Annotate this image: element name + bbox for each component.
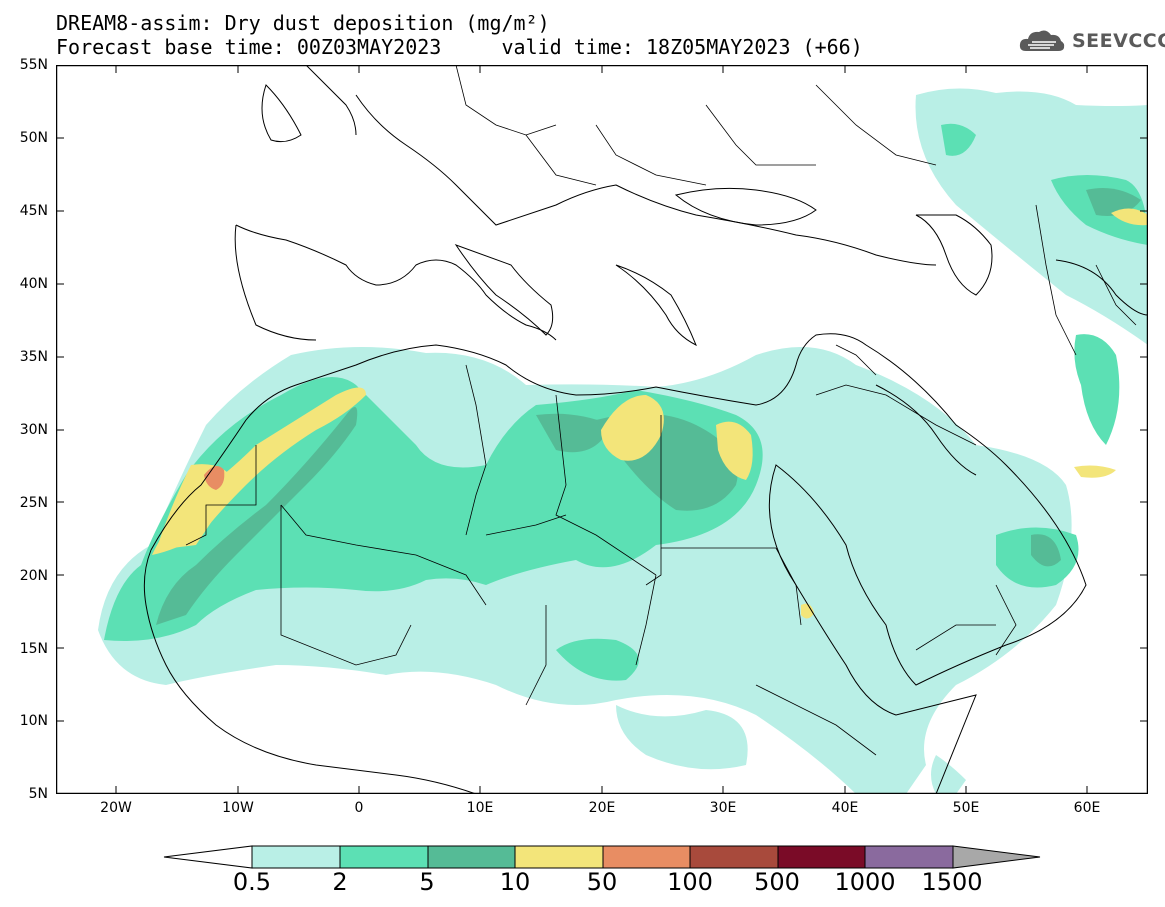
lon-label: 60E xyxy=(1073,800,1101,816)
seevccc-logo: SEEVCCC xyxy=(1018,26,1165,56)
deposition-field-50-100 xyxy=(204,466,225,490)
colorbar-bin xyxy=(251,845,341,869)
colorbar-below-arrow xyxy=(163,845,253,869)
colorbar-label: 50 xyxy=(586,868,618,896)
colorbar-label: 500 xyxy=(754,868,800,896)
colorbar-bin xyxy=(339,845,429,869)
colorbar-label: 100 xyxy=(667,868,713,896)
colorbar-bin xyxy=(427,845,516,869)
colorbar-bin xyxy=(514,845,604,869)
country-borders xyxy=(185,65,1137,756)
dust-deposition-map xyxy=(56,65,1148,794)
lat-label: 55N xyxy=(19,57,48,73)
lat-label: 15N xyxy=(19,641,48,657)
lat-label: 50N xyxy=(19,130,48,146)
colorbar-label: 1000 xyxy=(834,868,896,896)
lon-label: 20E xyxy=(588,800,616,816)
cloud-logo-icon xyxy=(1019,30,1065,51)
forecast-times: Forecast base time: 00Z03MAY2023 valid t… xyxy=(56,35,863,59)
lon-label: 50E xyxy=(952,800,980,816)
colorbar-label: 10 xyxy=(499,868,531,896)
frame-ticks xyxy=(56,65,1148,794)
lon-label: 10E xyxy=(466,800,494,816)
logo-text: SEEVCCC xyxy=(1072,30,1165,52)
colorbar-bin xyxy=(689,845,779,869)
colorbar-label: 2 xyxy=(332,868,348,896)
lon-label: 0 xyxy=(354,800,364,816)
lat-label: 5N xyxy=(28,786,48,802)
colorbar-bin xyxy=(777,845,866,869)
colorbar-bin xyxy=(602,845,691,869)
lat-label: 10N xyxy=(19,713,48,729)
colorbar-label: 1500 xyxy=(921,868,983,896)
deposition-field-10-50 xyxy=(152,208,1148,619)
coastlines xyxy=(143,65,1148,794)
lat-label: 40N xyxy=(19,276,48,292)
colorbar xyxy=(163,845,1041,869)
colorbar-label: 5 xyxy=(419,868,435,896)
lat-label: 20N xyxy=(19,568,48,584)
lat-label: 35N xyxy=(19,349,48,365)
chart-title: DREAM8-assim: Dry dust deposition (mg/m²… xyxy=(56,11,550,35)
colorbar-above-arrow xyxy=(952,845,1041,869)
lat-label: 45N xyxy=(19,203,48,219)
lon-label: 40E xyxy=(831,800,859,816)
colorbar-bin xyxy=(864,845,954,869)
lon-label: 10W xyxy=(222,800,254,816)
colorbar-label: 0.5 xyxy=(232,868,272,896)
lat-label: 30N xyxy=(19,422,48,438)
lon-label: 30E xyxy=(709,800,737,816)
lon-label: 20W xyxy=(100,800,132,816)
lat-label: 25N xyxy=(19,495,48,511)
